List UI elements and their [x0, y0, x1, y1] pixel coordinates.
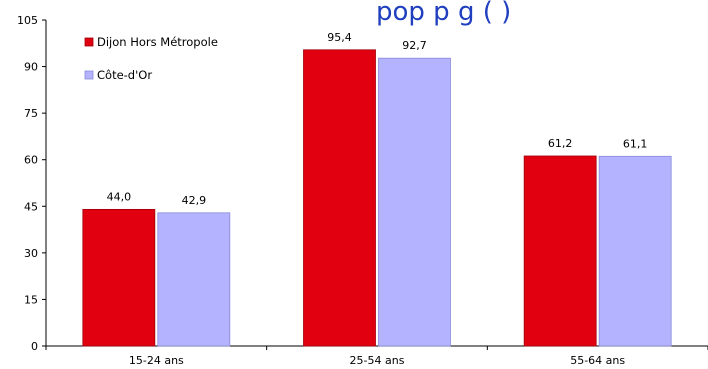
y-tick-label: 60: [24, 154, 38, 167]
data-label: 61,2: [548, 137, 573, 150]
legend-swatch: [84, 37, 94, 47]
chart-bars: 44,0 42,9 95,4 92,7 61,2 61,1: [82, 31, 672, 347]
y-tick-label: 45: [24, 200, 38, 213]
y-tick-label: 90: [24, 61, 38, 74]
x-tick-label: 55-64 ans: [570, 354, 625, 367]
y-tick-label: 0: [31, 340, 38, 353]
bar: [598, 155, 672, 347]
data-label: 92,7: [402, 39, 427, 52]
data-label: 95,4: [327, 31, 352, 44]
y-tick-label: 30: [24, 247, 38, 260]
bar: [378, 57, 451, 347]
y-tick-label: 15: [24, 293, 38, 306]
chart-title-fragment: pop p g ( ): [376, 0, 511, 27]
bar: [523, 155, 597, 347]
legend-label: Côte-d'Or: [97, 68, 152, 82]
data-label: 42,9: [182, 194, 207, 207]
data-label: 61,1: [623, 137, 648, 150]
legend-label: Dijon Hors Métropole: [97, 35, 218, 49]
y-tick-label: 105: [17, 14, 38, 27]
y-tick-label: 75: [24, 107, 38, 120]
bar: [157, 212, 231, 347]
chart-legend: Dijon Hors Métropole Côte-d'Or: [84, 35, 218, 82]
x-tick-label: 25-54 ans: [350, 354, 405, 367]
bar: [82, 208, 156, 347]
legend-swatch: [84, 70, 94, 80]
data-label: 44,0: [107, 190, 132, 203]
bar: [303, 49, 376, 347]
x-tick-label: 15-24 ans: [129, 354, 184, 367]
chart-axes: 0 15 30 45 60 75 90 105 15-24 ans 25-54 ans 55-64 …: [17, 14, 708, 367]
